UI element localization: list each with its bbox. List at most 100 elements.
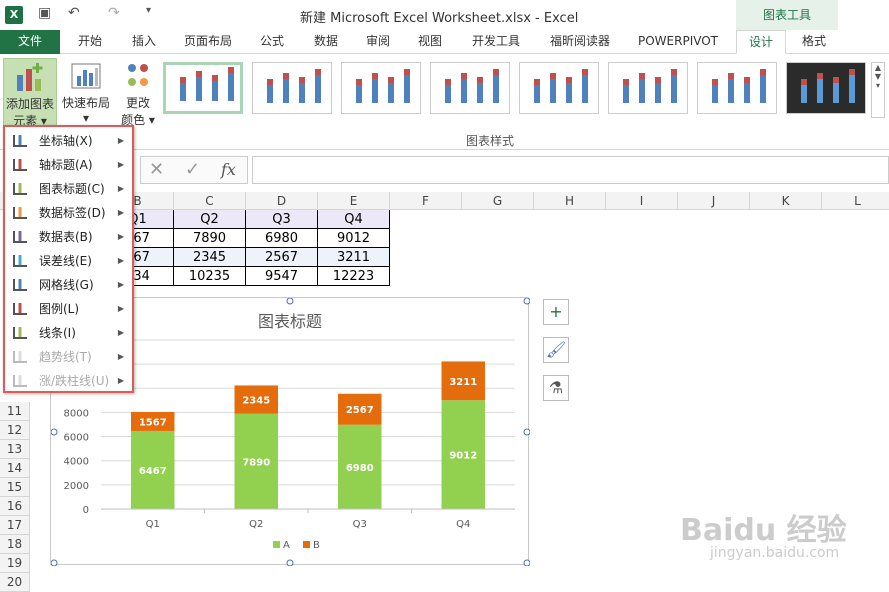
tab-format[interactable]: 格式	[801, 34, 826, 48]
menu-item-gridline[interactable]: 网格线(G) ▶	[5, 273, 132, 297]
column-header[interactable]: C	[174, 192, 246, 210]
bar-b[interactable]	[131, 412, 175, 431]
resize-handle[interactable]	[523, 559, 531, 567]
menu-item-chart-title[interactable]: 图表标题(C) ▶	[5, 177, 132, 201]
chart-style-thumb[interactable]	[519, 62, 599, 114]
undo-icon[interactable]: ↶	[68, 5, 80, 21]
tab-view[interactable]: 视图	[417, 34, 442, 48]
table-cell[interactable]: 9547	[246, 267, 318, 286]
menu-item-lines[interactable]: 线条(I) ▶	[5, 321, 132, 345]
bar-b[interactable]	[441, 361, 485, 401]
resize-handle[interactable]	[50, 559, 58, 567]
enter-icon[interactable]: ✓	[185, 159, 201, 180]
table-cell[interactable]: 2567	[246, 248, 318, 267]
resize-handle[interactable]	[286, 297, 294, 305]
column-header[interactable]: H	[534, 192, 606, 210]
formula-input[interactable]	[252, 156, 889, 184]
bar-b[interactable]	[338, 393, 382, 425]
column-header[interactable]: K	[750, 192, 822, 210]
save-icon[interactable]: ▣	[38, 5, 52, 21]
chart-style-thumb[interactable]	[252, 62, 332, 114]
column-header[interactable]: G	[462, 192, 534, 210]
chart-style-thumb[interactable]	[430, 62, 510, 114]
menu-item-axis-title[interactable]: 轴标题(A) ▶	[5, 153, 132, 177]
tab-powerpivot[interactable]: POWERPIVOT	[637, 34, 718, 48]
column-header[interactable]: D	[246, 192, 318, 210]
chart-elements-plus-icon[interactable]: +	[543, 299, 569, 325]
resize-handle[interactable]	[523, 297, 531, 305]
menu-item-axis[interactable]: 坐标轴(X) ▶	[5, 129, 132, 153]
menu-item-data-label[interactable]: 数据标签(D) ▶	[5, 201, 132, 225]
legend-entry[interactable]: A	[283, 540, 290, 551]
tab-design[interactable]: 设计	[736, 30, 786, 54]
row-header[interactable]: 15	[0, 478, 30, 497]
table-cell[interactable]: 12223	[318, 267, 390, 286]
chart-style-thumb[interactable]	[341, 62, 421, 114]
legend-entry[interactable]: B	[313, 540, 320, 551]
resize-handle[interactable]	[286, 559, 294, 567]
menu-item-error-bar[interactable]: 误差线(E) ▶	[5, 249, 132, 273]
column-header[interactable]: I	[606, 192, 678, 210]
chart-style-thumb[interactable]	[697, 62, 777, 114]
data-label: 7890	[242, 457, 270, 468]
table-cell[interactable]: 6980	[246, 229, 318, 248]
table-cell[interactable]: 3211	[318, 248, 390, 267]
tab-review[interactable]: 审阅	[365, 34, 390, 48]
resize-handle[interactable]	[50, 428, 58, 436]
redo-icon[interactable]: ↷	[108, 5, 120, 21]
table-header-cell[interactable]: Q4	[318, 210, 390, 229]
table-cell[interactable]: 10235	[174, 267, 246, 286]
thumb-bar-top	[196, 71, 202, 77]
bar-a[interactable]	[131, 430, 175, 509]
bar-a[interactable]	[441, 400, 485, 509]
row-header[interactable]: 18	[0, 535, 30, 554]
menu-item-legend[interactable]: 图例(L) ▶	[5, 297, 132, 321]
row-header[interactable]: 12	[0, 421, 30, 440]
column-header[interactable]: F	[390, 192, 462, 210]
chart-styles-brush-icon[interactable]: 🖌	[543, 337, 569, 363]
bar-a[interactable]	[338, 424, 382, 509]
tab-foxit[interactable]: 福昕阅读器	[549, 34, 610, 48]
bar-b[interactable]	[234, 385, 278, 414]
table-header-cell[interactable]: Q2	[174, 210, 246, 229]
tab-page-layout[interactable]: 页面布局	[183, 34, 232, 48]
table-header-cell[interactable]: Q3	[246, 210, 318, 229]
chart-title[interactable]: 图表标题	[258, 312, 322, 331]
tab-home[interactable]: 开始	[77, 34, 102, 48]
tab-data[interactable]: 数据	[313, 34, 338, 48]
chart-filter-icon[interactable]: ⚗	[543, 375, 569, 401]
chart-area[interactable]: 图表标题 0 2000 4000 6000 8000 6467 1567 Q1 7890 2345 Q…	[50, 297, 531, 567]
row-header[interactable]: 16	[0, 497, 30, 516]
cancel-icon[interactable]: ✕	[149, 159, 165, 180]
row-header[interactable]: 19	[0, 554, 30, 573]
tab-formulas[interactable]: 公式	[259, 34, 284, 48]
quick-layout-button[interactable]: 快速布局 ▾	[59, 58, 113, 130]
row-header[interactable]: 11	[0, 402, 30, 421]
chart-style-thumb[interactable]	[163, 62, 243, 114]
column-header[interactable]: L	[822, 192, 889, 210]
chart-style-thumb[interactable]	[786, 62, 866, 114]
chart-style-thumb[interactable]	[608, 62, 688, 114]
tab-insert[interactable]: 插入	[131, 34, 156, 48]
menu-item-data-table[interactable]: 数据表(B) ▶	[5, 225, 132, 249]
change-colors-button[interactable]: 更改 颜色 ▾	[115, 58, 161, 130]
bar-a[interactable]	[234, 413, 278, 509]
table-cell[interactable]: 2345	[174, 248, 246, 267]
row-header[interactable]: 20	[0, 573, 30, 592]
table-cell[interactable]: 9012	[318, 229, 390, 248]
add-chart-element-button[interactable]: 添加图表 元素 ▾	[3, 58, 57, 130]
row-header[interactable]: 14	[0, 459, 30, 478]
menu-item-updown-bars[interactable]: 涨/跌柱线(U) ▶	[5, 369, 132, 393]
menu-item-trendline[interactable]: 趋势线(T) ▶	[5, 345, 132, 369]
tab-developer[interactable]: 开发工具	[471, 34, 520, 48]
function-icon[interactable]: fx	[221, 160, 236, 179]
column-header[interactable]: E	[318, 192, 390, 210]
column-header[interactable]: J	[678, 192, 750, 210]
tab-file[interactable]: 文件	[0, 30, 60, 54]
row-header[interactable]: 17	[0, 516, 30, 535]
row-header[interactable]: 13	[0, 440, 30, 459]
gallery-scroll[interactable]: ▲ ▼ ▾	[871, 62, 885, 118]
resize-handle[interactable]	[523, 428, 531, 436]
table-cell[interactable]: 7890	[174, 229, 246, 248]
customize-qa-icon[interactable]: ▾	[146, 5, 152, 16]
